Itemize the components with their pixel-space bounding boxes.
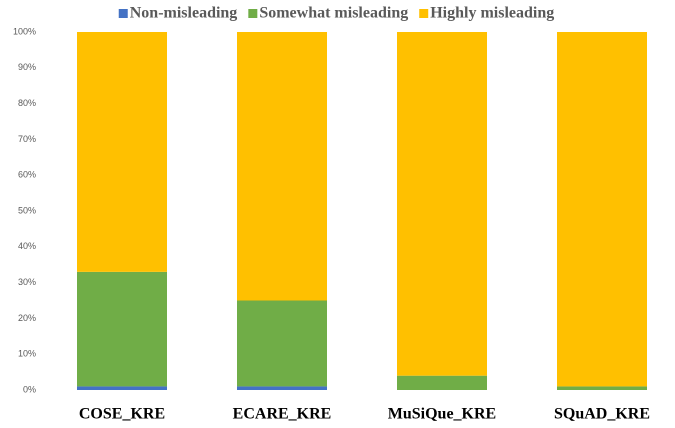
y-tick-label: 90%	[18, 62, 36, 72]
legend-swatch	[118, 9, 128, 18]
y-tick-label: 80%	[18, 98, 36, 108]
y-tick-label: 50%	[18, 205, 36, 215]
bar-segment	[77, 386, 167, 390]
bar-segment	[557, 386, 647, 390]
legend-label: Non-misleading	[130, 5, 238, 22]
y-tick-label: 70%	[18, 134, 36, 144]
x-tick-label: SQuAD_KRE	[554, 406, 650, 423]
x-tick-label: COSE_KRE	[79, 406, 165, 423]
y-tick-label: 30%	[18, 277, 36, 287]
bar-segment	[77, 32, 167, 272]
y-tick-label: 20%	[18, 313, 36, 323]
y-tick-label: 40%	[18, 241, 36, 251]
y-tick-label: 10%	[18, 349, 36, 359]
legend-label: Highly misleading	[430, 5, 554, 22]
bar-segment	[397, 375, 487, 390]
x-tick-label: MuSiQue_KRE	[388, 406, 496, 423]
bar-segment	[237, 300, 327, 387]
bar-segment	[557, 32, 647, 387]
bar-segment	[77, 271, 167, 387]
x-tick-label: ECARE_KRE	[233, 406, 332, 423]
y-tick-label: 0%	[23, 384, 36, 394]
y-tick-label: 100%	[13, 26, 36, 36]
legend-label: Somewhat misleading	[259, 5, 408, 22]
bar-segment	[237, 32, 327, 301]
legend-swatch	[248, 9, 258, 18]
bar-segment	[397, 32, 487, 376]
bar-segment	[237, 386, 327, 390]
legend-swatch	[419, 9, 429, 18]
y-tick-label: 60%	[18, 170, 36, 180]
